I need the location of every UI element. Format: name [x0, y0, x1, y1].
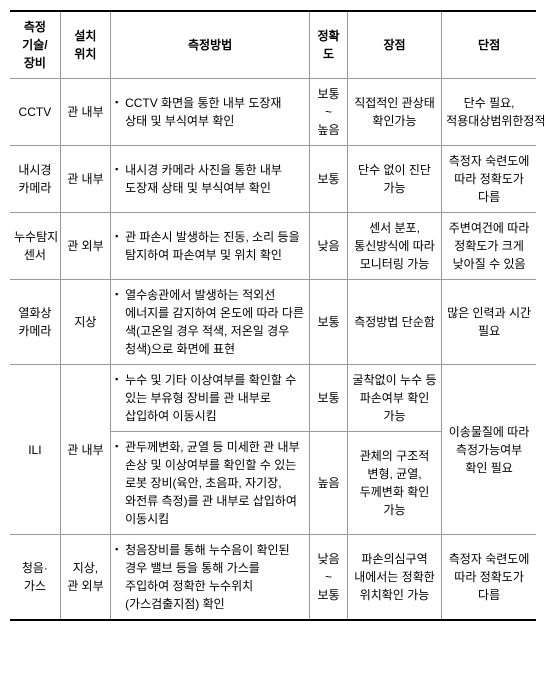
cell-advantage: 관체의 구조적 변형, 균열, 두께변화 확인 가능	[347, 432, 441, 535]
header-location: 설치위치	[60, 11, 110, 79]
header-accuracy: 정확도	[310, 11, 348, 79]
cell-disadvantage: 측정자 숙련도에 따라 정확도가 다름	[442, 535, 536, 621]
cell-method: 관 파손시 발생하는 진동, 소리 등을 탐지하여 파손여부 및 위치 확인	[111, 213, 310, 280]
table-body: CCTV관 내부CCTV 화면을 통한 내부 도장재 상태 및 부식여부 확인보…	[10, 79, 536, 621]
method-item: 누수 및 기타 이상여부를 확인할 수 있는 부유형 장비를 관 내부로 삽입하…	[115, 371, 305, 425]
header-disadvantage: 단점	[442, 11, 536, 79]
cell-tech: 열화상카메라	[10, 280, 60, 365]
cell-method: CCTV 화면을 통한 내부 도장재 상태 및 부식여부 확인	[111, 79, 310, 146]
header-advantage: 장점	[347, 11, 441, 79]
header-tech: 측정기술/장비	[10, 11, 60, 79]
cell-advantage: 센서 분포, 통신방식에 따라 모니터링 가능	[347, 213, 441, 280]
method-item: 청음장비를 통해 누수음이 확인된 경우 밸브 등을 통해 가스를 주입하여 정…	[115, 541, 305, 613]
cell-tech: 내시경카메라	[10, 146, 60, 213]
cell-location: 관 내부	[60, 365, 110, 535]
cell-accuracy: 보통	[310, 146, 348, 213]
cell-disadvantage: 측정자 숙련도에 따라 정확도가 다름	[442, 146, 536, 213]
cell-location: 관 내부	[60, 79, 110, 146]
table-header-row: 측정기술/장비 설치위치 측정방법 정확도 장점 단점	[10, 11, 536, 79]
method-item: 관 파손시 발생하는 진동, 소리 등을 탐지하여 파손여부 및 위치 확인	[115, 228, 305, 264]
method-item: 내시경 카메라 사진을 통한 내부 도장재 상태 및 부식여부 확인	[115, 161, 305, 197]
cell-disadvantage: 이송물질에 따라 측정가능여부 확인 필요	[442, 365, 536, 535]
cell-advantage: 직접적인 관상태 확인가능	[347, 79, 441, 146]
cell-method: 청음장비를 통해 누수음이 확인된 경우 밸브 등을 통해 가스를 주입하여 정…	[111, 535, 310, 621]
cell-method: 관두께변화, 균열 등 미세한 관 내부 손상 및 이상여부를 확인할 수 있는…	[111, 432, 310, 535]
cell-advantage: 굴착없이 누수 등 파손여부 확인 가능	[347, 365, 441, 432]
cell-disadvantage: 단수 필요, 적용대상범위한정적	[442, 79, 536, 146]
cell-disadvantage: 많은 인력과 시간 필요	[442, 280, 536, 365]
method-item: CCTV 화면을 통한 내부 도장재 상태 및 부식여부 확인	[115, 94, 305, 130]
header-method: 측정방법	[111, 11, 310, 79]
cell-tech: 누수탐지센서	[10, 213, 60, 280]
table-row: 누수탐지센서관 외부관 파손시 발생하는 진동, 소리 등을 탐지하여 파손여부…	[10, 213, 536, 280]
cell-tech: 청음·가스	[10, 535, 60, 621]
measurement-tech-table: 측정기술/장비 설치위치 측정방법 정확도 장점 단점 CCTV관 내부CCTV…	[10, 10, 536, 621]
cell-advantage: 파손의심구역 내에서는 정확한 위치확인 가능	[347, 535, 441, 621]
cell-accuracy: 높음	[310, 432, 348, 535]
cell-accuracy: 낮음~보통	[310, 535, 348, 621]
table-row: ILI관 내부누수 및 기타 이상여부를 확인할 수 있는 부유형 장비를 관 …	[10, 365, 536, 432]
cell-method: 내시경 카메라 사진을 통한 내부 도장재 상태 및 부식여부 확인	[111, 146, 310, 213]
cell-disadvantage: 주변여건에 따라 정확도가 크게 낮아질 수 있음	[442, 213, 536, 280]
cell-advantage: 단수 없이 진단 가능	[347, 146, 441, 213]
cell-location: 관 내부	[60, 146, 110, 213]
table-row: 내시경카메라관 내부내시경 카메라 사진을 통한 내부 도장재 상태 및 부식여…	[10, 146, 536, 213]
method-item: 열수송관에서 발생하는 적외선 에너지를 감지하여 온도에 따라 다른 색(고온…	[115, 286, 305, 358]
cell-method: 누수 및 기타 이상여부를 확인할 수 있는 부유형 장비를 관 내부로 삽입하…	[111, 365, 310, 432]
cell-accuracy: 보통	[310, 365, 348, 432]
cell-location: 관 외부	[60, 213, 110, 280]
cell-location: 지상,관 외부	[60, 535, 110, 621]
cell-tech: ILI	[10, 365, 60, 535]
cell-method: 열수송관에서 발생하는 적외선 에너지를 감지하여 온도에 따라 다른 색(고온…	[111, 280, 310, 365]
cell-accuracy: 보통~높음	[310, 79, 348, 146]
table-row: CCTV관 내부CCTV 화면을 통한 내부 도장재 상태 및 부식여부 확인보…	[10, 79, 536, 146]
cell-location: 지상	[60, 280, 110, 365]
method-item: 관두께변화, 균열 등 미세한 관 내부 손상 및 이상여부를 확인할 수 있는…	[115, 438, 305, 528]
cell-advantage: 측정방법 단순함	[347, 280, 441, 365]
cell-accuracy: 보통	[310, 280, 348, 365]
cell-accuracy: 낮음	[310, 213, 348, 280]
cell-tech: CCTV	[10, 79, 60, 146]
table-row: 청음·가스지상,관 외부청음장비를 통해 누수음이 확인된 경우 밸브 등을 통…	[10, 535, 536, 621]
table-row: 열화상카메라지상열수송관에서 발생하는 적외선 에너지를 감지하여 온도에 따라…	[10, 280, 536, 365]
